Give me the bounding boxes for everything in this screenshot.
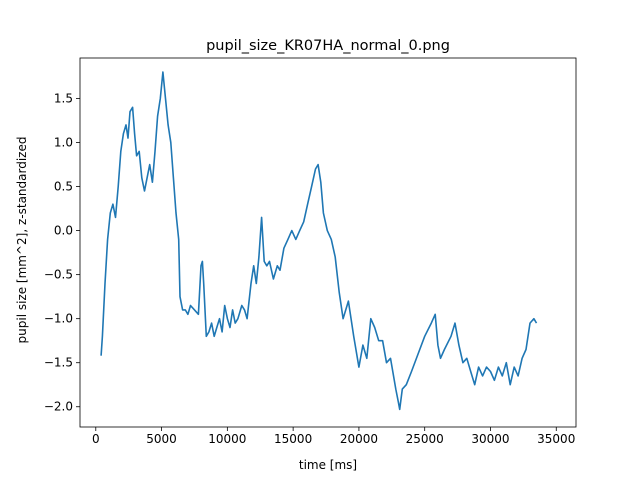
chart-title: pupil_size_KR07HA_normal_0.png bbox=[206, 38, 450, 54]
y-tick-label-3: −0.5 bbox=[44, 268, 73, 282]
x-tick-label-0: 0 bbox=[92, 432, 100, 446]
y-tick-label-7: 1.5 bbox=[54, 92, 73, 106]
x-tick-label-1: 5000 bbox=[146, 432, 177, 446]
plot-area: 0 5000 10000 15000 20000 25000 30000 35000 −2.0 −… bbox=[44, 57, 577, 446]
y-tick-label-0: −2.0 bbox=[44, 400, 73, 414]
x-tick-label-2: 10000 bbox=[208, 432, 246, 446]
x-axis-label: time [ms] bbox=[299, 458, 357, 472]
y-tick-label-2: −1.0 bbox=[44, 312, 73, 326]
x-tick-label-5: 25000 bbox=[406, 432, 444, 446]
y-tick-label-5: 0.5 bbox=[54, 180, 73, 194]
y-tick-label-1: −1.5 bbox=[44, 356, 73, 370]
y-tick-label-6: 1.0 bbox=[54, 136, 73, 150]
series-line-0 bbox=[100, 71, 538, 411]
y-axis-label: pupil size [mm^2], z-standardized bbox=[15, 137, 29, 344]
x-tick-label-4: 20000 bbox=[340, 432, 378, 446]
y-tick-label-4: 0.0 bbox=[54, 224, 73, 238]
x-tick-label-7: 35000 bbox=[537, 432, 575, 446]
x-tick-label-3: 15000 bbox=[274, 432, 312, 446]
plot-frame bbox=[79, 57, 577, 428]
x-tick-label-6: 30000 bbox=[471, 432, 509, 446]
